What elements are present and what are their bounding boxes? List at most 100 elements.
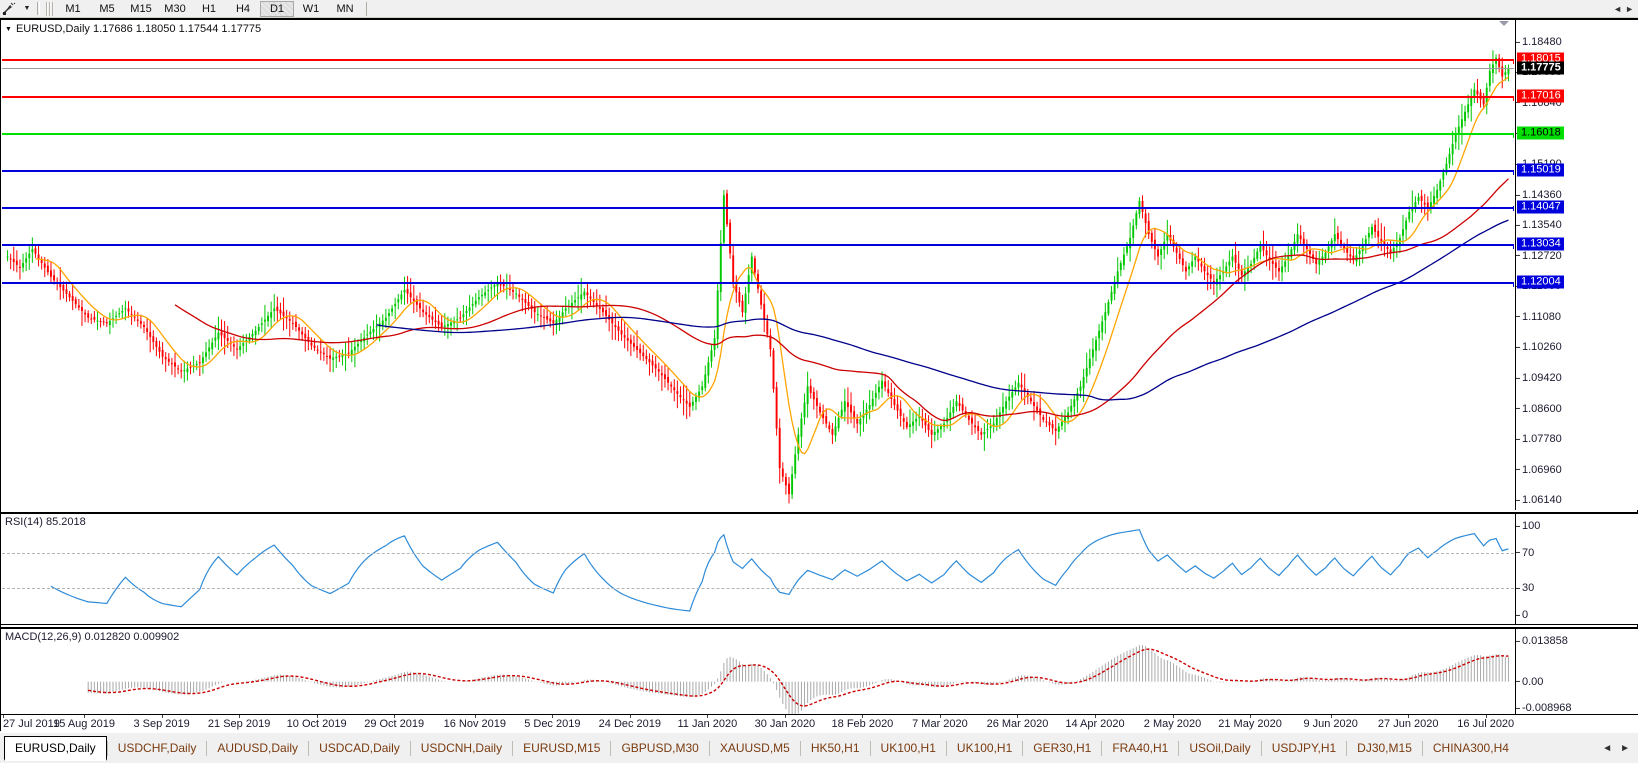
time-tick-label: 14 Apr 2020 — [1065, 718, 1125, 730]
chart-tab-uk100-h1[interactable]: UK100,H1 — [956, 741, 1013, 755]
rsi-axis[interactable]: 100 70 30 0 — [1515, 514, 1638, 624]
price-tick: 1.18480 — [1516, 36, 1562, 48]
crosshair-pointer-icon[interactable] — [0, 1, 20, 17]
macd-pane[interactable]: MACD(12,26,9) 0.012820 0.009902 0.013858… — [1, 627, 1638, 714]
price-tick: 1.13540 — [1516, 219, 1562, 231]
timeframe-button-h4[interactable]: H4 — [235, 2, 251, 15]
tab-divider — [1022, 740, 1024, 756]
chart-tab-fra40-h1[interactable]: FRA40,H1 — [1112, 741, 1169, 755]
chart-tab-china300-h4[interactable]: CHINA300,H4 — [1432, 741, 1509, 755]
chart-tab-audusd-daily[interactable]: AUDUSD,Daily — [217, 741, 299, 755]
price-plot-area[interactable] — [2, 20, 1514, 510]
tab-divider — [1421, 740, 1423, 756]
level-line-support-1.12004[interactable] — [2, 281, 1514, 287]
chart-window[interactable]: ▼ EURUSD,Daily 1.17686 1.18050 1.17544 1… — [0, 18, 1638, 733]
chart-tab-usdjpy-h1[interactable]: USDJPY,H1 — [1271, 741, 1337, 755]
rsi-pane[interactable]: RSI(14) 85.2018 100 70 30 0 — [1, 512, 1638, 625]
time-tick-mark — [1485, 715, 1487, 718]
macd-tick: -0.008968 — [1516, 702, 1572, 714]
chart-tab-dj30-m15[interactable]: DJ30,M15 — [1357, 741, 1412, 755]
rsi-tick: 0 — [1516, 609, 1528, 621]
time-tick-label: 27 Jun 2020 — [1377, 718, 1439, 730]
price-label-support-1.15019: 1.15019 — [1517, 163, 1564, 177]
price-axis[interactable]: 1.184801.176601.168401.160201.151901.143… — [1515, 20, 1638, 510]
chart-tab-uk100-h1[interactable]: UK100,H1 — [880, 741, 936, 755]
candlestick-series — [6, 50, 1510, 504]
chart-tab-eurusd-daily[interactable]: EURUSD,Daily — [4, 735, 107, 761]
chart-tab-usdchf-daily[interactable]: USDCHF,Daily — [117, 741, 197, 755]
macd-axis[interactable]: 0.013858 0.00 -0.008968 — [1515, 629, 1638, 714]
price-tick: 1.07780 — [1516, 433, 1562, 445]
timeframe-button-mn[interactable]: MN — [336, 2, 354, 15]
triangle-right-icon[interactable]: ► — [1625, 3, 1634, 14]
time-tick-label: 24 Dec 2019 — [598, 718, 662, 730]
time-tick-mark — [316, 715, 318, 718]
rsi-tick: 70 — [1516, 547, 1534, 559]
time-tick-label: 9 Jun 2020 — [1303, 718, 1358, 730]
level-line-support-1.15019[interactable] — [2, 169, 1514, 175]
time-tick-mark — [3, 715, 4, 718]
triangle-left-icon[interactable]: ◄ — [1613, 3, 1623, 14]
time-tick-label: 7 Mar 2020 — [912, 718, 968, 730]
triangle-down-icon[interactable]: ▼ — [5, 25, 12, 33]
time-tick-mark — [1330, 715, 1332, 718]
time-tick-label: 15 Aug 2019 — [53, 718, 115, 730]
price-tick: 1.11080 — [1516, 311, 1561, 323]
timeframe-button-d1[interactable]: D1 — [260, 0, 294, 17]
price-tick: 1.10260 — [1516, 341, 1562, 353]
rsi-tick: 100 — [1516, 520, 1540, 532]
level-line-resistance-1.17016[interactable] — [2, 95, 1514, 101]
macd-tick: 0.00 — [1516, 676, 1543, 688]
chart-title: ▼ EURUSD,Daily 1.17686 1.18050 1.17544 1… — [5, 23, 261, 35]
timeframe-button-m5[interactable]: M5 — [99, 2, 115, 15]
time-tick-label: 30 Jan 2020 — [754, 718, 816, 730]
chart-tab-xauusd-m5[interactable]: XAUUSD,M5 — [719, 741, 790, 755]
price-label-support-1.14047: 1.14047 — [1517, 200, 1564, 214]
timeframe-button-m1[interactable]: M1 — [65, 2, 81, 15]
level-line-current-bid-1.17775[interactable] — [2, 68, 1514, 70]
chart-tab-usdcnh-daily[interactable]: USDCNH,Daily — [420, 741, 503, 755]
timeframe-button-w1[interactable]: W1 — [302, 2, 320, 15]
time-tick-mark — [1250, 715, 1252, 718]
timeframe-button-h1[interactable]: H1 — [201, 2, 217, 15]
time-tick-mark — [161, 715, 163, 718]
time-tick-label: 18 Feb 2020 — [831, 718, 894, 730]
chevron-down-icon[interactable]: ▼ — [23, 5, 31, 12]
time-tick-label: 16 Jul 2020 — [1457, 718, 1515, 730]
level-line-support-1.13034[interactable] — [2, 243, 1514, 249]
level-line-target-1.16018[interactable] — [2, 132, 1514, 138]
chart-tab-usoil-daily[interactable]: USOil,Daily — [1189, 741, 1251, 755]
chart-tab-gbpusd-m30[interactable]: GBPUSD,M30 — [621, 741, 699, 755]
tab-divider — [512, 740, 514, 756]
chart-tab-hk50-h1[interactable]: HK50,H1 — [810, 741, 860, 755]
price-label-support-1.13034: 1.13034 — [1517, 237, 1564, 251]
level-line-resistance-1.18015[interactable] — [2, 58, 1514, 64]
level-line-support-1.14047[interactable] — [2, 206, 1514, 212]
toolbar-divider — [37, 2, 40, 15]
rsi-plot-area[interactable] — [2, 514, 1514, 624]
time-tick-mark — [784, 715, 786, 718]
time-axis[interactable]: 27 Jul 2019 15 Aug 2019 3 Sep 2019 21 Sep 2… — [1, 714, 1638, 733]
time-tick-label: 10 Oct 2019 — [286, 718, 347, 730]
macd-plot-area[interactable] — [2, 629, 1514, 714]
pane-collapse-icon[interactable] — [1499, 21, 1509, 26]
time-tick-label: 21 May 2020 — [1218, 718, 1282, 730]
toolbar-grip-icon[interactable] — [46, 1, 53, 16]
chart-tab-eurusd-m15[interactable]: EURUSD,M15 — [523, 741, 601, 755]
rsi-indicator-label: RSI(14) 85.2018 — [5, 516, 86, 528]
time-tick-mark — [1408, 715, 1410, 718]
triangle-left-icon[interactable]: ◄ — [1602, 742, 1613, 754]
timeframe-button-m15[interactable]: M15 — [130, 2, 152, 15]
timeframe-button-m30[interactable]: M30 — [164, 2, 186, 15]
chart-tab-ger30-h1[interactable]: GER30,H1 — [1033, 741, 1092, 755]
chart-tab-usdcad-daily[interactable]: USDCAD,Daily — [319, 741, 400, 755]
rsi-line-series — [50, 529, 1509, 612]
tab-divider — [206, 740, 208, 756]
time-tick-label: 16 Nov 2019 — [443, 718, 506, 730]
time-tick-mark — [629, 715, 631, 718]
time-tick-mark — [394, 715, 396, 718]
price-pane[interactable]: ▼ EURUSD,Daily 1.17686 1.18050 1.17544 1… — [1, 20, 1638, 510]
price-tick: 1.08600 — [1516, 403, 1562, 415]
triangle-right-icon[interactable]: ► — [1620, 742, 1630, 754]
